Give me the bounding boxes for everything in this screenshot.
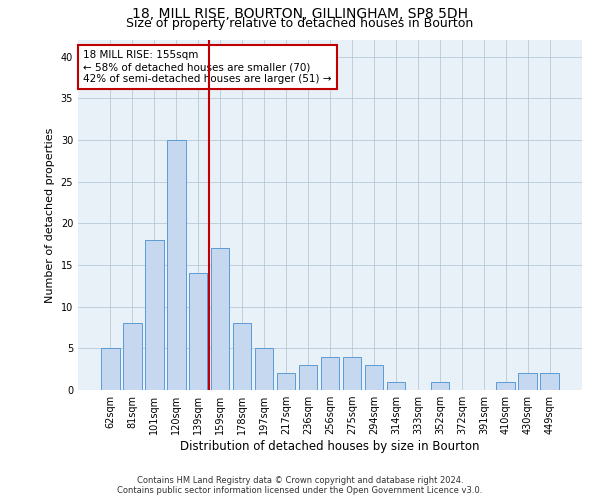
Bar	[145, 240, 164, 390]
Bar	[211, 248, 229, 390]
Text: Size of property relative to detached houses in Bourton: Size of property relative to detached ho…	[127, 18, 473, 30]
X-axis label: Distribution of detached houses by size in Bourton: Distribution of detached houses by size …	[180, 440, 480, 453]
Bar	[101, 348, 119, 390]
Bar	[299, 365, 317, 390]
Text: Contains HM Land Registry data © Crown copyright and database right 2024.
Contai: Contains HM Land Registry data © Crown c…	[118, 476, 482, 495]
Bar	[255, 348, 274, 390]
Text: 18 MILL RISE: 155sqm
← 58% of detached houses are smaller (70)
42% of semi-detac: 18 MILL RISE: 155sqm ← 58% of detached h…	[83, 50, 332, 84]
Bar	[123, 324, 142, 390]
Bar	[320, 356, 340, 390]
Bar	[386, 382, 405, 390]
Bar	[541, 374, 559, 390]
Bar	[277, 374, 295, 390]
Bar	[343, 356, 361, 390]
Bar	[496, 382, 515, 390]
Bar	[518, 374, 537, 390]
Bar	[189, 274, 208, 390]
Bar	[167, 140, 185, 390]
Y-axis label: Number of detached properties: Number of detached properties	[45, 128, 55, 302]
Bar	[233, 324, 251, 390]
Text: 18, MILL RISE, BOURTON, GILLINGHAM, SP8 5DH: 18, MILL RISE, BOURTON, GILLINGHAM, SP8 …	[132, 8, 468, 22]
Bar	[431, 382, 449, 390]
Bar	[365, 365, 383, 390]
